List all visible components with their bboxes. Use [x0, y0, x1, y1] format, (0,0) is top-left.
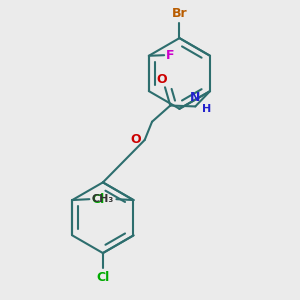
Text: Cl: Cl [91, 193, 104, 206]
Text: Cl: Cl [96, 271, 110, 284]
Text: F: F [166, 49, 175, 62]
Text: CH₃: CH₃ [92, 194, 114, 204]
Text: Br: Br [172, 8, 187, 20]
Text: H: H [202, 104, 211, 114]
Text: O: O [130, 133, 141, 146]
Text: N: N [190, 91, 200, 104]
Text: O: O [157, 73, 167, 85]
